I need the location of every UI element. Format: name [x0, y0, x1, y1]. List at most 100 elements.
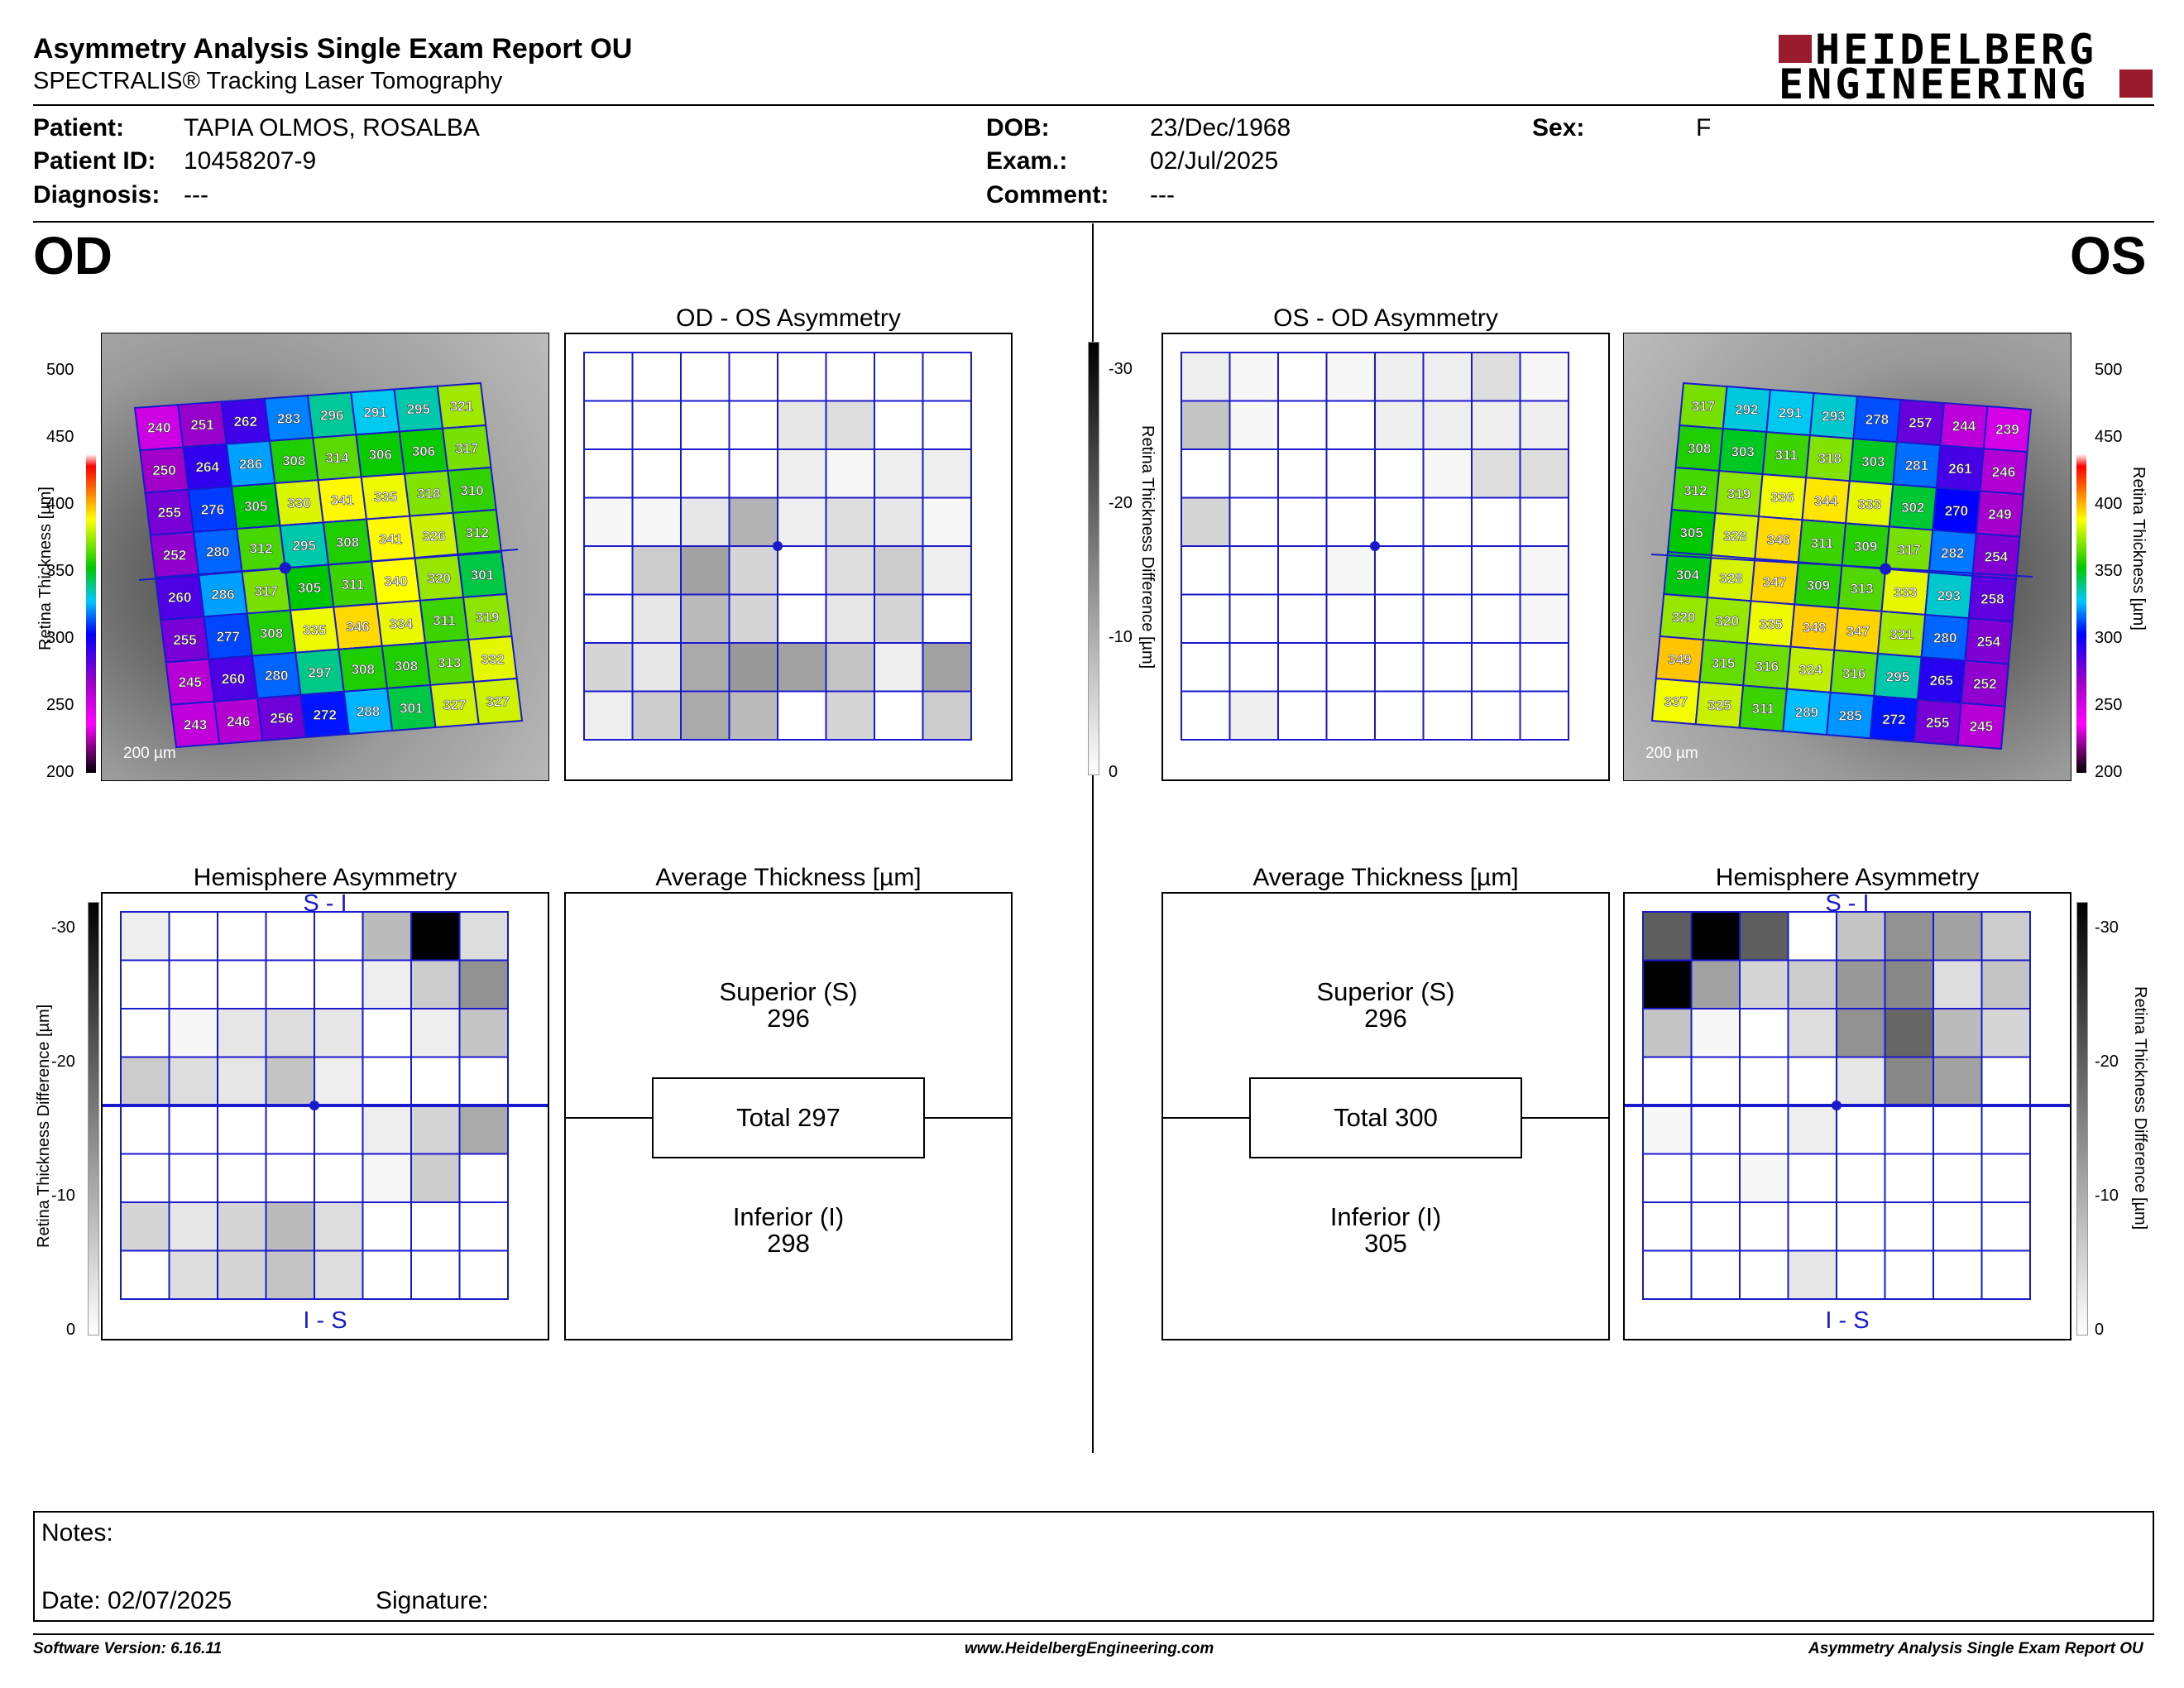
os-hemi-cell	[1884, 1201, 1934, 1252]
od-scale-tick-450: 450	[46, 428, 74, 446]
os-avg-panel: Superior (S) 296 Total 300 Inferior (I) …	[1161, 892, 1610, 1340]
os-asym-cell	[1325, 400, 1376, 450]
os-hemi-panel: S - I I - S	[1623, 890, 2071, 1340]
logo-accent-square-bottom	[2119, 70, 2153, 98]
od-superior-label: Superior (S)	[719, 977, 858, 1006]
os-thk-value: 304	[1676, 568, 1700, 583]
od-thk-value: 308	[260, 626, 283, 641]
website-link[interactable]: www.HeidelbergEngineering.com	[965, 1640, 1214, 1657]
os-thk-value: 316	[1755, 659, 1779, 674]
os-asym-cell	[1374, 545, 1425, 596]
os-hemi-cell	[1980, 1153, 2031, 1203]
od-asym-cell	[680, 690, 730, 741]
os-thk-value: 261	[1948, 461, 1971, 477]
os-thk-value: 335	[1759, 616, 1782, 632]
od-thk-value: 306	[412, 444, 435, 459]
os-hemi-cell	[1884, 959, 1934, 1009]
notes-box[interactable]: Notes: Date: 02/07/2025 Signature:	[33, 1511, 2154, 1622]
os-hemi-cell	[1690, 1153, 1741, 1203]
od-thk-value: 308	[336, 535, 359, 550]
od-hemi-cell	[168, 1153, 218, 1203]
os-hemi-cell	[1836, 1008, 1886, 1058]
heidelberg-logo: HEIDELBERG ENGINEERING	[1779, 29, 2156, 105]
os-hemi-cell	[1642, 1105, 1693, 1155]
os-thk-cell	[1956, 702, 2006, 750]
center-tick-20: -20	[1109, 494, 1133, 512]
od-thk-value: 314	[325, 450, 349, 466]
od-asym-cell	[728, 352, 778, 402]
od-hemi-bottom-label: I - S	[303, 1307, 347, 1334]
od-thk-value: 296	[320, 408, 343, 424]
os-hemi-cell	[1933, 1056, 1983, 1106]
od-hemi-cell	[120, 1153, 170, 1203]
od-hemi-cell	[168, 959, 218, 1009]
os-thk-value: 252	[1973, 676, 1996, 692]
os-superior-value: 296	[1364, 1004, 1407, 1033]
od-thk-value: 286	[239, 456, 262, 472]
od-asym-cell	[680, 352, 730, 402]
os-hemi-cell	[1787, 911, 1837, 961]
od-hemi-cell	[458, 1105, 509, 1155]
od-hemi-cell	[410, 1201, 461, 1252]
os-thickness-map: 317 292 291 293 278 257 244 239 308 303 311 318 303 2…	[1650, 381, 2033, 750]
od-thk-value: 317	[455, 440, 478, 456]
os-thk-value: 325	[1707, 698, 1731, 713]
os-asym-cell	[1277, 593, 1328, 644]
od-asym-cell	[631, 642, 682, 693]
os-hemi-cell	[1980, 911, 2031, 961]
os-asym-cell	[1181, 545, 1231, 596]
patient-label: Patient:	[33, 114, 125, 141]
od-thickness-axis-label: Retina Thickness [µm]	[36, 487, 55, 650]
os-thk-value: 258	[1980, 592, 2004, 607]
od-thk-value: 306	[369, 447, 392, 463]
os-hemi-bottom-label: I - S	[1825, 1307, 1870, 1334]
od-asym-cell	[777, 690, 827, 741]
os-scale-tick-250: 250	[2095, 696, 2123, 714]
od-thk-value: 301	[400, 700, 423, 716]
od-hemi-cell	[458, 911, 509, 961]
od-thk-value: 340	[384, 573, 407, 589]
os-thk-axis-line	[1650, 554, 2033, 578]
od-hemi-cell	[217, 1249, 267, 1300]
os-hemi-cell	[1836, 1105, 1886, 1155]
os-hemi-cell	[1836, 1201, 1886, 1252]
comment-label: Comment:	[986, 181, 1109, 209]
od-thk-value: 326	[422, 528, 445, 544]
os-hemi-cell	[1787, 1153, 1837, 1203]
os-thk-value: 317	[1898, 542, 1921, 558]
od-asym-cell	[874, 690, 924, 741]
os-hemi-title: Hemisphere Asymmetry	[1715, 864, 1980, 891]
exam-label: Exam.:	[986, 147, 1068, 175]
od-thk-value: 276	[201, 501, 224, 517]
od-asym-cell	[922, 352, 972, 402]
od-thk-value: 277	[217, 629, 240, 645]
os-scale-tick-400: 400	[2095, 495, 2123, 513]
od-hemi-cell	[265, 1056, 315, 1106]
os-asym-cell	[1181, 496, 1231, 547]
od-asym-cell	[583, 496, 634, 547]
od-hemi-tick-0: 0	[66, 1321, 76, 1339]
os-asym-cell	[1325, 593, 1376, 644]
od-asym-cell	[825, 448, 875, 499]
od-hemi-cell	[120, 1249, 170, 1300]
os-hemi-cell	[1642, 1153, 1693, 1203]
os-asym-cell	[1277, 545, 1328, 596]
od-thk-value: 308	[352, 661, 375, 677]
os-asym-cell	[1374, 642, 1425, 693]
od-hemi-cell	[410, 1056, 461, 1106]
os-thk-value: 270	[1945, 503, 1968, 519]
date-label: Date: 02/07/2025	[41, 1587, 232, 1614]
report-title: Asymmetry Analysis Single Exam Report OU	[33, 33, 633, 65]
os-asym-cell	[1277, 352, 1328, 402]
od-hemi-tick-10: -10	[51, 1187, 75, 1205]
od-thk-value: 317	[255, 583, 278, 599]
exam-value: 02/Jul/2025	[1150, 147, 1279, 175]
od-asym-cell	[922, 400, 972, 450]
os-thk-value: 347	[1846, 623, 1870, 639]
os-asym-grid	[1181, 352, 1569, 741]
os-thk-value: 244	[1952, 419, 1976, 434]
od-thk-value: 320	[428, 570, 451, 586]
os-hemi-cell	[1642, 1008, 1693, 1058]
os-scale-tick-450: 450	[2095, 428, 2123, 446]
od-hemi-cell	[362, 1249, 412, 1300]
